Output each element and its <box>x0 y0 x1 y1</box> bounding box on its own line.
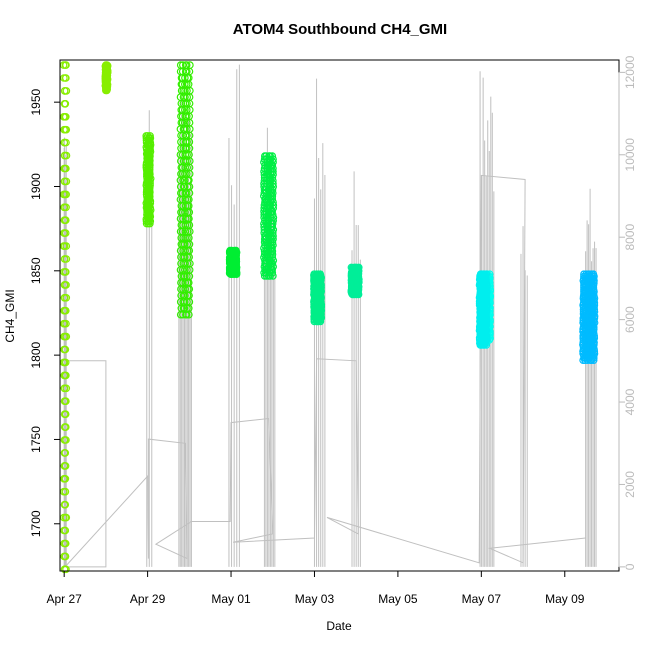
data-point-0-2-28 <box>62 203 70 212</box>
data-point-0-2-18 <box>62 332 71 341</box>
data-point-0-2-8 <box>61 462 70 470</box>
data-point-3-1-39 <box>179 61 187 69</box>
data-point-0-2-13 <box>62 397 70 406</box>
data-point-0-2-27 <box>62 216 70 225</box>
data-point-0-2-30 <box>62 177 71 186</box>
data-point-0-2-10 <box>62 436 70 444</box>
x-tick-label-2: May 01 <box>211 592 251 606</box>
data-point-0-2-2 <box>61 539 70 548</box>
data-point-4-3-39 <box>232 246 240 255</box>
y-tick-label-0: 1700 <box>29 510 43 537</box>
data-point-0-2-3 <box>61 526 70 535</box>
data-point-0-2-16 <box>61 358 70 367</box>
data-point-6-3-39 <box>316 270 325 279</box>
data-point-0-2-34 <box>62 125 71 134</box>
y-tick-label-2: 1800 <box>29 341 43 368</box>
x-tick-label-1: Apr 29 <box>130 592 166 606</box>
x-tick-label-3: May 03 <box>295 592 335 606</box>
data-point-1-1-39 <box>103 61 111 69</box>
data-point-0-2-11 <box>62 423 70 431</box>
y-tick-label-5: 1950 <box>29 88 43 115</box>
y-tick-label-4: 1900 <box>29 173 43 200</box>
y2-tick-label-5: 10000 <box>623 138 637 172</box>
y2-tick-label-6: 12000 <box>623 55 637 89</box>
data-point-0-2-38 <box>62 74 70 82</box>
data-point-0-2-32 <box>62 151 71 160</box>
data-point-0-2-9 <box>61 449 70 457</box>
data-point-2-2-39 <box>146 132 154 140</box>
data-point-0-2-39 <box>62 61 70 69</box>
data-point-0-2-4 <box>62 513 71 522</box>
data-point-0-2-14 <box>62 384 71 393</box>
data-point-0-2-24 <box>62 255 71 263</box>
data-point-0-2-25 <box>62 242 71 250</box>
data-point-0-2-37 <box>62 87 71 95</box>
y2-tick-label-3: 6000 <box>623 306 637 333</box>
data-point-0-2-20 <box>62 306 70 315</box>
x-tick-label-4: May 05 <box>378 592 418 606</box>
data-point-0-2-31 <box>62 164 70 173</box>
x-axis-label: Date <box>326 619 352 633</box>
data-point-0-2-1 <box>61 552 70 561</box>
data-point-0-2-35 <box>62 113 70 121</box>
y2-tick-label-4: 8000 <box>623 224 637 251</box>
data-point-7-3-39 <box>354 263 363 272</box>
y2-tick-label-0: 0 <box>623 563 637 570</box>
y-axis-label: CH4_GMI <box>3 289 17 342</box>
data-point-0-2-22 <box>62 281 70 289</box>
data-point-0-2-33 <box>62 138 70 147</box>
data-point-0-2-29 <box>62 190 70 199</box>
data-point-5-4-38 <box>269 155 277 164</box>
plot-area: Apr 27 Apr 29 May 01 May 03 May 05 May 07 May … <box>29 55 637 606</box>
y2-tick-label-2: 4000 <box>623 388 637 415</box>
data-point-3-4-39 <box>186 61 194 69</box>
data-point-0-2-7 <box>61 474 70 483</box>
data-point-0-2-17 <box>61 345 70 354</box>
chart-title: ATOM4 Southbound CH4_GMI <box>233 21 447 38</box>
data-point-9-4-39 <box>482 270 491 279</box>
data-point-10-5-39 <box>589 270 598 279</box>
data-point-3-3-39 <box>182 61 191 69</box>
x-tick-label-0: Apr 27 <box>46 592 82 606</box>
data-point-0-2-23 <box>62 268 70 276</box>
data-point-0-2-12 <box>61 410 70 419</box>
y-tick-label-3: 1850 <box>29 257 43 284</box>
data-point-0-2-5 <box>61 500 70 509</box>
y2-tick-label-1: 2000 <box>623 471 637 498</box>
data-point-0-2-19 <box>62 319 70 328</box>
x-tick-label-6: May 09 <box>545 592 585 606</box>
y-tick-label-1: 1750 <box>29 426 43 453</box>
x-tick-label-5: May 07 <box>462 592 502 606</box>
data-point-0-2-0 <box>62 565 70 574</box>
data-point-0-2-36 <box>61 100 70 108</box>
data-point-0-2-21 <box>62 293 71 302</box>
data-point-0-2-6 <box>61 487 70 496</box>
data-point-0-2-15 <box>62 371 70 380</box>
data-point-5-4-39 <box>268 152 277 160</box>
data-point-0-2-26 <box>61 229 70 237</box>
